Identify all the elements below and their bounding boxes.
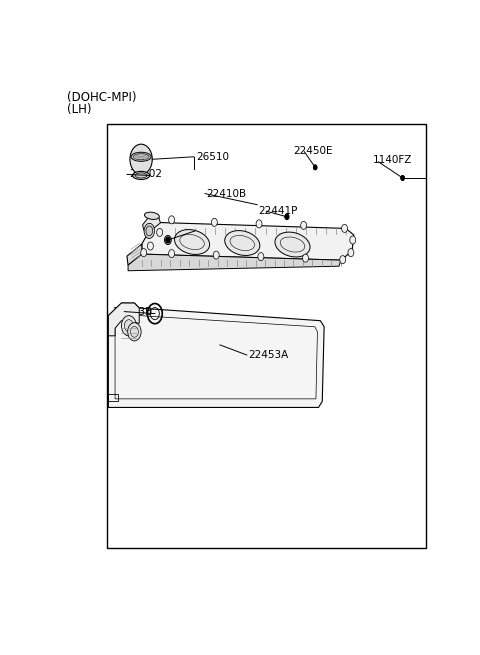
Text: 26510: 26510 (196, 152, 229, 162)
Text: (LH): (LH) (67, 103, 92, 116)
Text: 22443B: 22443B (112, 307, 152, 316)
Circle shape (348, 248, 354, 257)
Circle shape (131, 326, 138, 337)
Circle shape (256, 220, 262, 228)
Circle shape (401, 176, 405, 181)
Polygon shape (108, 303, 324, 407)
Circle shape (124, 320, 133, 332)
Ellipse shape (225, 231, 260, 255)
Polygon shape (142, 222, 354, 260)
Ellipse shape (131, 152, 151, 161)
Polygon shape (127, 244, 142, 265)
Circle shape (285, 214, 289, 219)
Circle shape (285, 214, 289, 220)
Circle shape (168, 215, 175, 224)
Circle shape (141, 248, 147, 257)
Text: (DOHC-MPI): (DOHC-MPI) (67, 91, 137, 104)
Circle shape (166, 237, 170, 243)
Circle shape (342, 225, 348, 233)
Ellipse shape (144, 212, 159, 219)
Circle shape (401, 176, 405, 181)
Text: 22410B: 22410B (206, 189, 246, 198)
Circle shape (300, 221, 307, 229)
Circle shape (213, 251, 219, 259)
Text: 29246A: 29246A (196, 226, 237, 236)
Ellipse shape (132, 172, 150, 179)
Circle shape (168, 250, 175, 257)
Ellipse shape (135, 173, 147, 178)
Text: 22441P: 22441P (258, 206, 297, 216)
Ellipse shape (146, 226, 153, 236)
Circle shape (121, 316, 136, 336)
Text: 22453A: 22453A (248, 350, 288, 360)
Circle shape (350, 236, 356, 244)
Text: 26502: 26502 (129, 170, 162, 179)
Polygon shape (143, 217, 160, 230)
Text: 1140FZ: 1140FZ (372, 155, 412, 165)
Circle shape (130, 144, 152, 174)
Circle shape (157, 229, 163, 236)
Ellipse shape (133, 154, 149, 160)
Circle shape (165, 235, 171, 244)
Polygon shape (128, 254, 341, 271)
Ellipse shape (175, 229, 210, 254)
Circle shape (147, 242, 154, 250)
Text: 22450E: 22450E (294, 145, 333, 156)
Polygon shape (108, 303, 139, 336)
Ellipse shape (275, 232, 310, 257)
Circle shape (313, 165, 317, 170)
Circle shape (128, 323, 141, 341)
Ellipse shape (144, 223, 155, 238)
Circle shape (258, 253, 264, 261)
Circle shape (302, 254, 309, 262)
Circle shape (166, 238, 170, 242)
Circle shape (211, 218, 217, 227)
Circle shape (340, 255, 346, 264)
Circle shape (313, 165, 317, 170)
